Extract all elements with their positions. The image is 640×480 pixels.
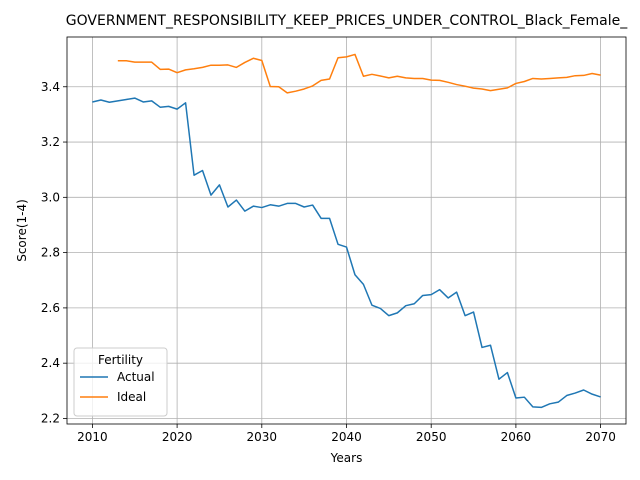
- y-tick-label: 2.6: [41, 301, 60, 315]
- x-axis-label: Years: [330, 451, 363, 465]
- y-tick-label: 3.4: [41, 80, 60, 94]
- x-tick-label: 2030: [247, 430, 278, 444]
- y-tick-label: 3.2: [41, 135, 60, 149]
- x-tick-label: 2050: [416, 430, 447, 444]
- series-lines: [92, 53, 601, 409]
- legend-label-actual: Actual: [117, 370, 155, 384]
- y-tick-label: 3.0: [41, 190, 60, 204]
- x-tick-label: 2040: [331, 430, 362, 444]
- y-tick-label: 2.2: [41, 411, 60, 425]
- x-tick-label: 2060: [501, 430, 532, 444]
- x-tick-label: 2070: [585, 430, 616, 444]
- y-tick-label: 2.8: [41, 246, 60, 260]
- x-tick-label: 2010: [77, 430, 108, 444]
- series-line-ideal: [117, 53, 601, 94]
- y-axis-ticks: 2.2 2.4 2.6 2.8 3.0 3.2 3.4: [41, 80, 67, 425]
- legend-box: [73, 347, 168, 417]
- chart-title: GOVERNMENT_RESPONSIBILITY_KEEP_PRICES_UN…: [66, 13, 628, 29]
- x-tick-label: 2020: [162, 430, 193, 444]
- legend-title: Fertility: [98, 353, 143, 367]
- y-tick-label: 2.4: [41, 356, 60, 370]
- series-line-actual: [92, 97, 601, 409]
- legend: Fertility Actual Ideal: [73, 347, 168, 417]
- legend-items: Actual Ideal: [80, 370, 155, 404]
- y-axis-label: Score(1-4): [15, 199, 29, 262]
- legend-label-ideal: Ideal: [117, 390, 146, 404]
- x-axis-ticks: 2010 2020 2030 2040 2050 2060 2070: [77, 424, 616, 444]
